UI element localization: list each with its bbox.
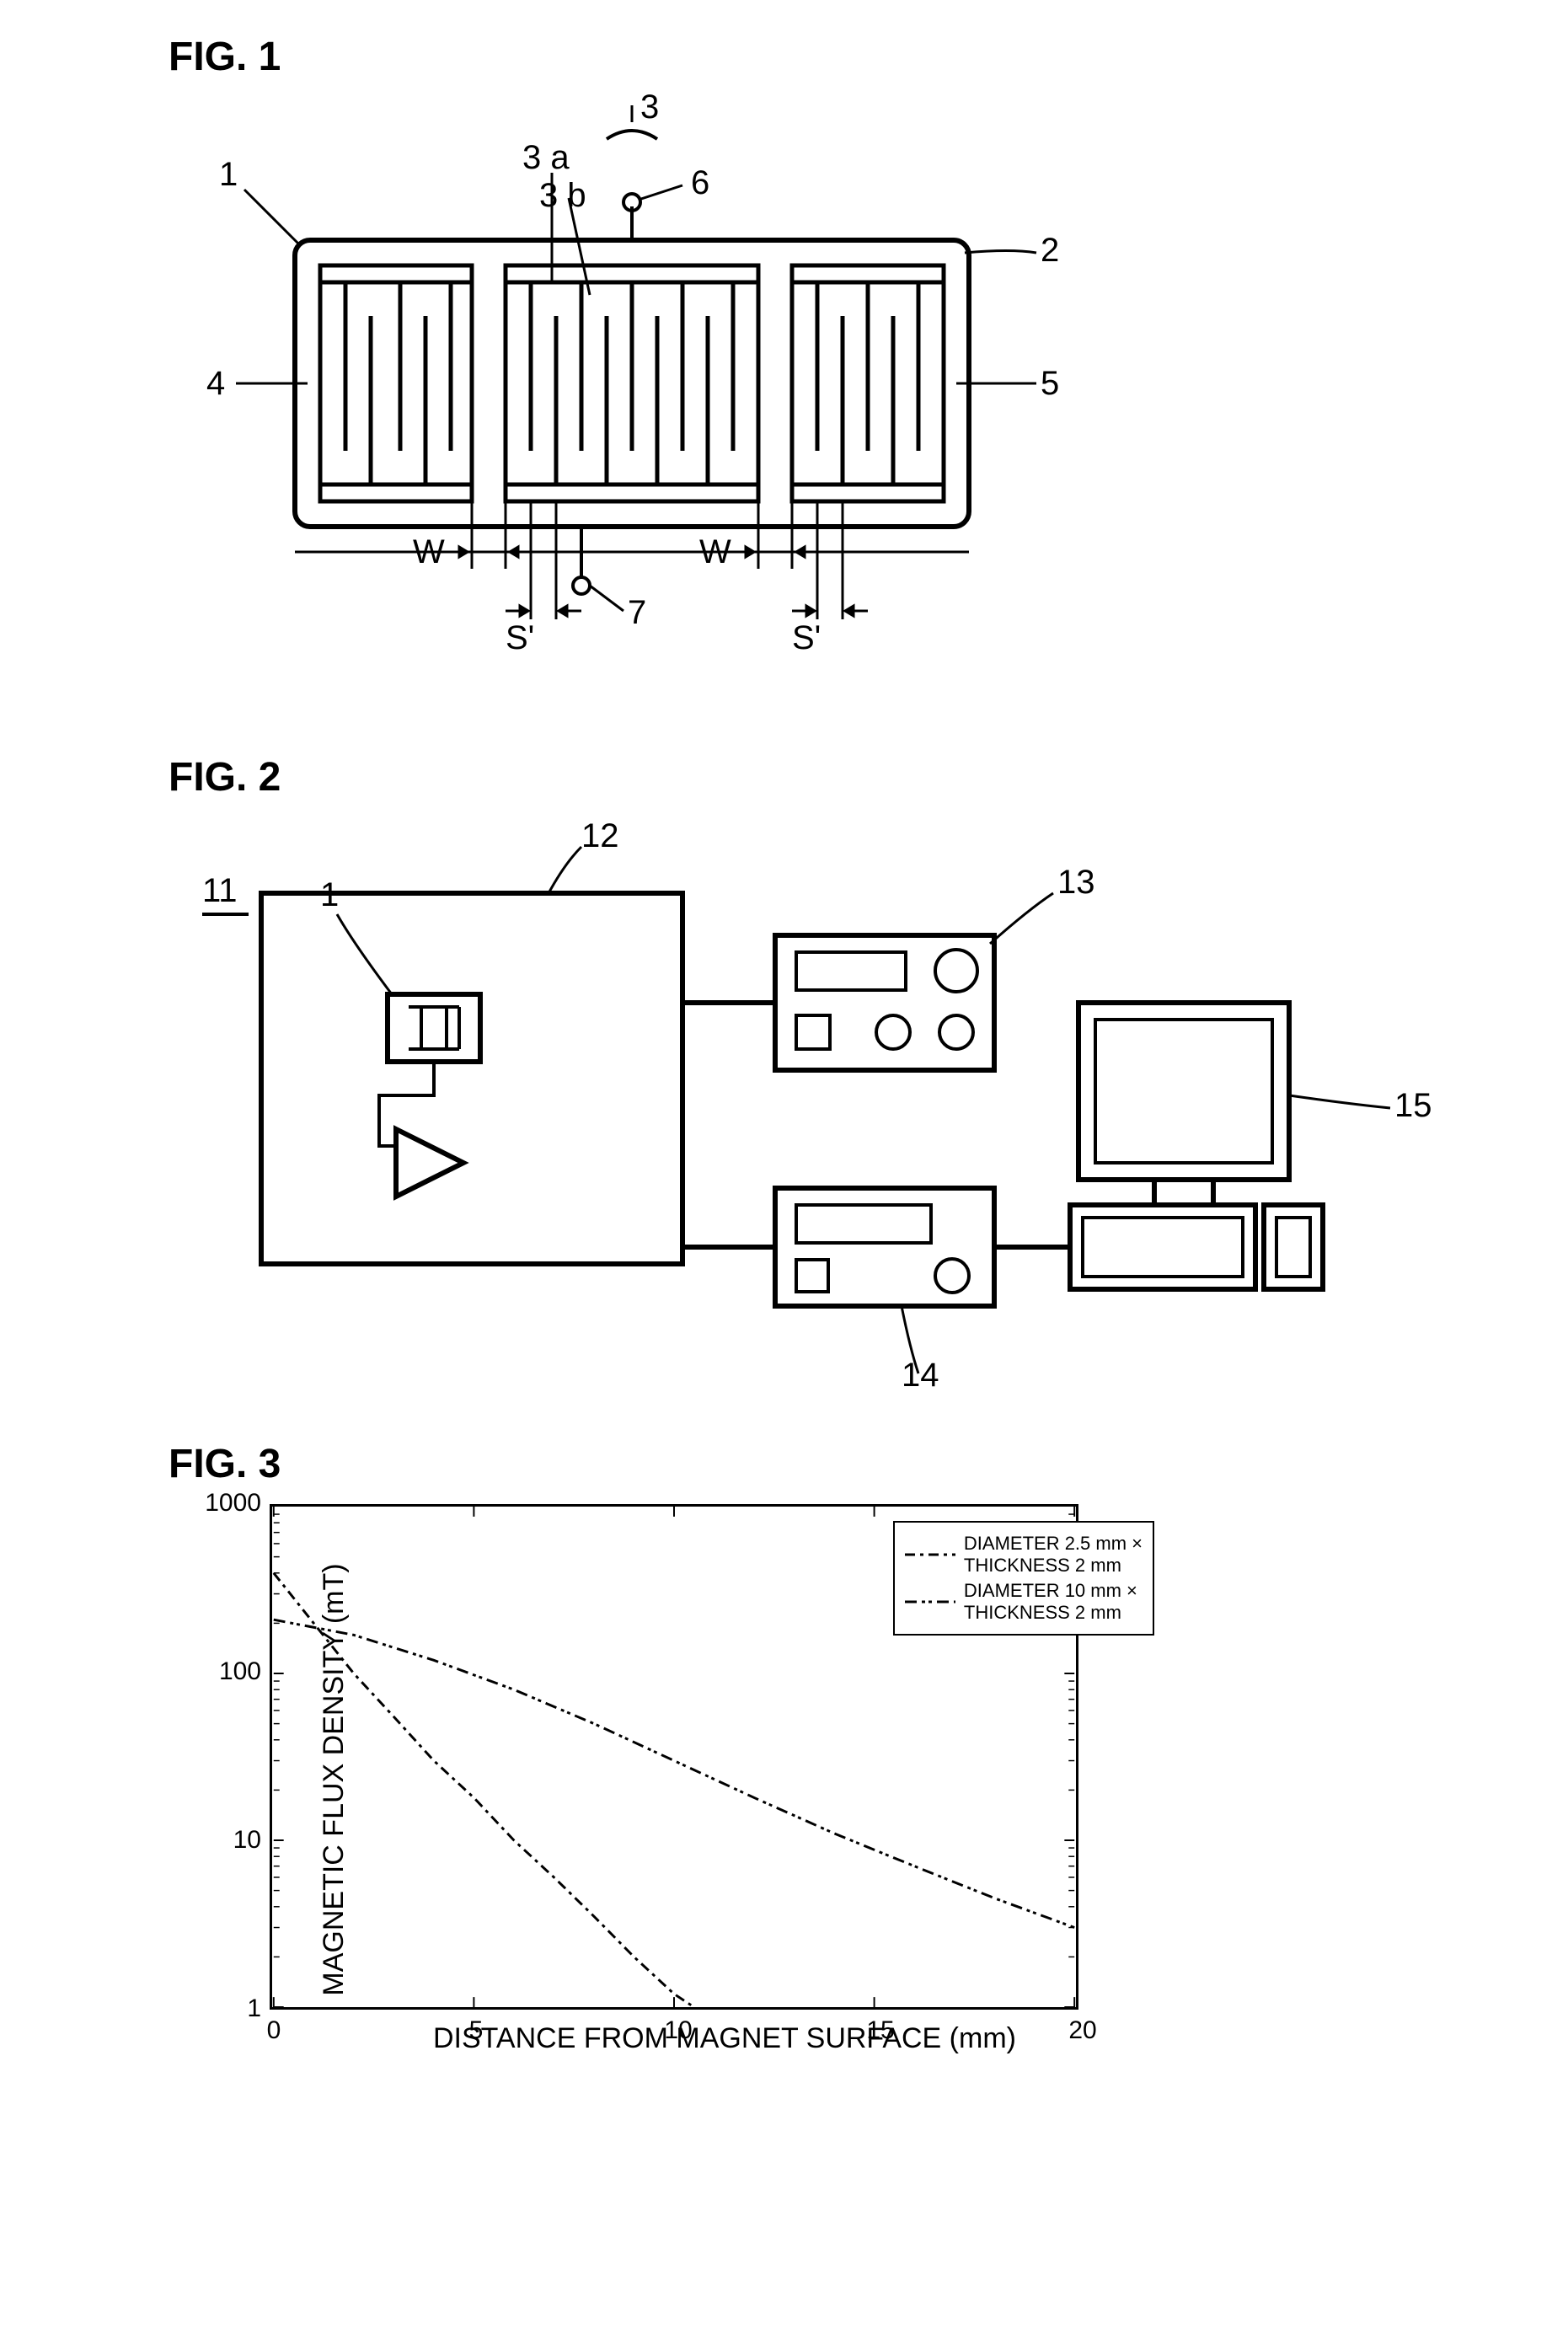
ref-s-right: S'	[792, 619, 821, 657]
ref-3b: 3 b	[539, 177, 586, 215]
ref-3: 3	[640, 88, 659, 126]
fig3-xtick: 20	[1062, 2016, 1104, 2045]
fig2-svg	[169, 817, 1432, 1390]
ref-3a: 3 a	[522, 139, 570, 177]
ref-4: 4	[206, 365, 225, 403]
legend-row: DIAMETER 10 mm × THICKNESS 2 mm	[905, 1580, 1143, 1624]
fig3-xtick: 0	[253, 2016, 295, 2045]
fig3-label: FIG. 3	[169, 1441, 1534, 1487]
ref-s-left: S'	[506, 619, 534, 657]
legend-text: DIAMETER 2.5 mm × THICKNESS 2 mm	[964, 1533, 1143, 1577]
fig3-xtick: 5	[455, 2016, 497, 2045]
ref2-1: 1	[320, 876, 339, 914]
fig3-ytick: 10	[177, 1826, 261, 1855]
fig1-label: FIG. 1	[169, 34, 1534, 80]
fig3-ytick: 100	[177, 1657, 261, 1686]
fig3-xlabel: DISTANCE FROM MAGNET SURFACE (mm)	[270, 2022, 1180, 2055]
ref-w-left: W	[413, 533, 445, 571]
ref-14: 14	[902, 1357, 939, 1395]
fig3-legend: DIAMETER 2.5 mm × THICKNESS 2 mmDIAMETER…	[893, 1521, 1154, 1636]
ref-11: 11	[202, 872, 238, 910]
ref-15: 15	[1394, 1087, 1432, 1125]
ref-2: 2	[1041, 232, 1059, 270]
legend-text: DIAMETER 10 mm × THICKNESS 2 mm	[964, 1580, 1137, 1624]
fig3-xtick: 15	[859, 2016, 902, 2045]
ref-w-right: W	[699, 533, 731, 571]
fig2-label: FIG. 2	[169, 754, 1534, 800]
fig3-ytick: 1	[177, 1994, 261, 2023]
ref-12: 12	[581, 817, 619, 855]
ref-13: 13	[1057, 864, 1095, 902]
ref-5: 5	[1041, 365, 1059, 403]
fig3-ytick: 1000	[177, 1489, 261, 1518]
ref-7: 7	[628, 594, 646, 632]
ref-6: 6	[691, 164, 709, 202]
legend-row: DIAMETER 2.5 mm × THICKNESS 2 mm	[905, 1533, 1143, 1577]
fig3-xtick: 10	[657, 2016, 699, 2045]
ref-1: 1	[219, 156, 238, 194]
